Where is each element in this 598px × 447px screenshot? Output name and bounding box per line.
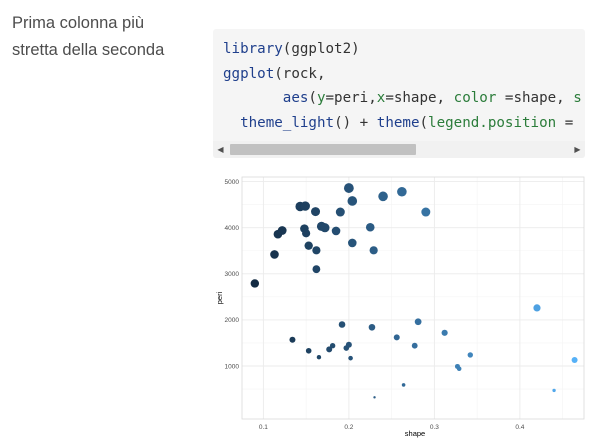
data-point bbox=[456, 366, 462, 372]
data-point bbox=[312, 246, 321, 255]
scrollbar-thumb[interactable] bbox=[230, 144, 416, 155]
data-point bbox=[348, 355, 353, 361]
data-point bbox=[277, 226, 287, 235]
code-token: =shape, bbox=[385, 90, 454, 107]
scroll-left-arrow-icon[interactable]: ◀ bbox=[217, 145, 224, 154]
data-point bbox=[320, 223, 330, 233]
x-tick-label: 0.3 bbox=[430, 424, 439, 431]
data-point bbox=[305, 347, 312, 354]
data-point bbox=[311, 207, 321, 217]
data-point bbox=[304, 241, 313, 250]
data-point bbox=[378, 191, 388, 202]
code-token bbox=[223, 90, 283, 106]
code-token: x bbox=[376, 90, 386, 107]
code-token: (ggplot2) bbox=[282, 41, 360, 57]
data-point bbox=[441, 329, 448, 336]
plot-points bbox=[250, 183, 578, 399]
code-token: legend.position bbox=[428, 114, 557, 131]
side-note: Prima colonna più stretta della seconda bbox=[12, 10, 202, 64]
plot-axes: 0.1 0.2 0.3 0.4 1000 2000 3000 4000 5000 shape per… bbox=[215, 179, 525, 438]
code-token: () + bbox=[334, 114, 377, 131]
y-tick-label: 2000 bbox=[225, 317, 240, 324]
code-line: aes(y=peri,x=shape, color =shape, s bbox=[223, 86, 582, 111]
data-point bbox=[421, 207, 431, 217]
data-point bbox=[571, 356, 578, 363]
code-token: theme_light bbox=[240, 114, 335, 131]
data-point bbox=[289, 336, 296, 343]
code-token: (rock, bbox=[274, 65, 326, 82]
data-point bbox=[302, 229, 311, 238]
y-tick-label: 5000 bbox=[225, 179, 240, 186]
plot-border bbox=[241, 176, 585, 420]
data-point bbox=[365, 222, 375, 232]
code-block: library(ggplot2) ggplot(rock, aes(y=peri,… bbox=[213, 29, 585, 158]
y-tick-label: 1000 bbox=[225, 363, 240, 370]
y-tick-label: 3000 bbox=[225, 271, 240, 278]
code-token: theme bbox=[376, 114, 420, 131]
scroll-right-arrow-icon[interactable]: ▶ bbox=[574, 145, 581, 154]
y-tick-label: 4000 bbox=[225, 225, 240, 232]
code-token: ( bbox=[419, 114, 429, 131]
code-line: ggplot(rock, bbox=[223, 62, 582, 87]
x-tick-label: 0.1 bbox=[259, 424, 268, 431]
data-point bbox=[347, 238, 357, 248]
code-token: =shape, bbox=[496, 90, 574, 107]
data-point bbox=[338, 321, 346, 328]
x-tick-label: 0.2 bbox=[344, 424, 353, 431]
data-point bbox=[411, 342, 418, 349]
data-point bbox=[343, 183, 354, 193]
y-axis-label: peri bbox=[215, 291, 224, 304]
data-point bbox=[329, 343, 336, 349]
code-token: s bbox=[573, 90, 582, 107]
code-line: theme_light() + theme(legend.position = bbox=[223, 111, 582, 136]
code-token: color bbox=[453, 90, 497, 107]
code-token: library bbox=[223, 41, 283, 57]
plot-panel bbox=[242, 177, 584, 419]
data-point bbox=[533, 304, 541, 312]
x-axis-label: shape bbox=[405, 429, 425, 438]
data-point bbox=[393, 334, 400, 341]
data-point bbox=[401, 383, 406, 387]
data-point bbox=[373, 396, 376, 399]
code-token: = bbox=[556, 114, 582, 131]
data-point bbox=[335, 207, 345, 217]
code-line: library(ggplot2) bbox=[223, 37, 582, 62]
data-point bbox=[347, 196, 358, 206]
code-token: =peri, bbox=[325, 90, 377, 107]
data-point bbox=[369, 246, 378, 255]
data-point bbox=[368, 323, 376, 331]
scatter-plot: 0.1 0.2 0.3 0.4 1000 2000 3000 4000 5000 shape per… bbox=[215, 176, 585, 438]
data-point bbox=[312, 265, 321, 274]
data-point bbox=[326, 346, 333, 353]
x-tick-label: 0.4 bbox=[515, 424, 524, 431]
code-text: library(ggplot2) ggplot(rock, aes(y=peri,… bbox=[223, 37, 582, 135]
plot-grid bbox=[241, 176, 585, 420]
side-note-line-2: stretta della seconda bbox=[12, 41, 165, 59]
data-point bbox=[300, 201, 310, 211]
data-point bbox=[270, 250, 279, 259]
data-point bbox=[397, 186, 407, 197]
code-token bbox=[223, 115, 240, 131]
code-token: aes bbox=[282, 90, 309, 107]
side-note-line-1: Prima colonna più bbox=[12, 14, 145, 32]
data-point bbox=[552, 388, 556, 393]
data-point bbox=[414, 318, 422, 326]
horizontal-scrollbar[interactable]: ◀ ▶ bbox=[213, 141, 585, 158]
data-point bbox=[345, 341, 352, 348]
code-token: y bbox=[316, 90, 326, 107]
code-token: ggplot bbox=[223, 65, 275, 82]
data-point bbox=[250, 279, 260, 288]
data-point bbox=[331, 226, 341, 236]
code-token: ( bbox=[308, 90, 317, 107]
data-point bbox=[467, 352, 473, 358]
data-point bbox=[316, 355, 322, 360]
